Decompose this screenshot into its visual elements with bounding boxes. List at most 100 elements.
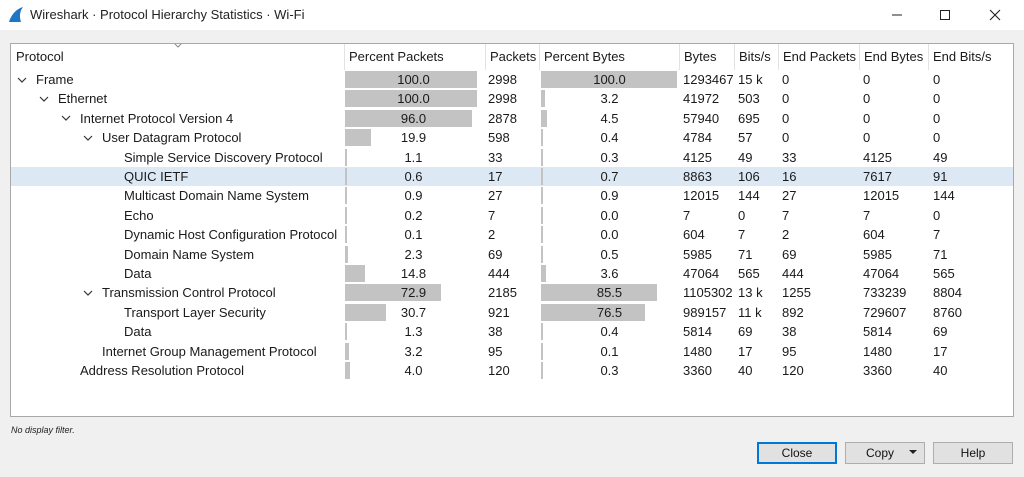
protocol-name: Internet Group Management Protocol — [102, 343, 317, 359]
packets-value: 17 — [488, 169, 503, 184]
table-row[interactable]: Data 1.3 38 0.4 5814 69 38 5814 69 — [11, 322, 1013, 341]
column-divider[interactable] — [539, 44, 540, 70]
end-bytes-value: 7 — [863, 207, 871, 223]
minimize-icon — [892, 14, 902, 16]
end-bytes-value: 12015 — [863, 188, 900, 204]
table-row[interactable]: User Datagram Protocol 19.9 598 0.4 4784 57 0 0… — [11, 128, 1013, 147]
protocol-name: QUIC IETF — [124, 169, 189, 184]
end-packets-value: 2 — [782, 227, 790, 243]
table-row[interactable]: Internet Group Management Protocol 3.2 95 0… — [11, 342, 1013, 361]
table-row[interactable]: Frame 100.0 2998 100.0 1293467 15 k 0 0 0 — [11, 70, 1013, 89]
bits-value: 69 — [738, 324, 753, 340]
column-divider[interactable] — [859, 44, 860, 70]
percent-packets-value: 100.0 — [397, 72, 430, 87]
copy-button[interactable]: Copy — [845, 442, 925, 464]
percent-packets-cell: 96.0 — [345, 109, 482, 127]
percent-packets-value: 96.0 — [400, 110, 427, 126]
end-bits-value: 91 — [933, 169, 948, 184]
table-row[interactable]: Ethernet 100.0 2998 3.2 41972 503 0 0 0 — [11, 89, 1013, 108]
protocol-name: Simple Service Discovery Protocol — [124, 149, 323, 165]
expand-toggle[interactable] — [81, 128, 95, 147]
end-packets-value: 892 — [782, 304, 804, 320]
percent-packets-cell: 0.1 — [345, 226, 482, 244]
column-header-packets[interactable]: Packets — [490, 49, 537, 64]
bits-value: 503 — [738, 91, 760, 107]
table-row[interactable]: Domain Name System 2.3 69 0.5 5985 71 69 5985 71 — [11, 245, 1013, 264]
table-row[interactable]: Transmission Control Protocol 72.9 2185 85.… — [11, 283, 1013, 302]
table-row[interactable]: Echo 0.2 7 0.0 7 0 7 7 0 — [11, 206, 1013, 225]
column-divider[interactable] — [485, 44, 486, 70]
percent-packets-value: 0.1 — [404, 227, 423, 243]
percent-packets-bar — [345, 323, 347, 341]
close-button-label: Close — [781, 446, 813, 460]
percent-bytes-bar — [541, 226, 543, 244]
column-header-bits[interactable]: Bits/s — [739, 49, 771, 64]
percent-packets-bar — [345, 129, 372, 147]
protocol-hierarchy-tree[interactable]: Protocol Percent Packets Packets Percent… — [10, 43, 1014, 417]
bytes-value: 5814 — [683, 324, 712, 340]
column-header-end-bytes[interactable]: End Bytes — [864, 49, 924, 64]
percent-packets-bar — [345, 206, 347, 224]
packets-value: 2185 — [488, 285, 517, 301]
column-header-bytes[interactable]: Bytes — [684, 49, 717, 64]
end-bits-value: 8804 — [933, 285, 962, 301]
table-row[interactable]: Address Resolution Protocol 4.0 120 0.3 3360… — [11, 361, 1013, 380]
column-header-protocol[interactable]: Protocol — [16, 49, 64, 64]
protocol-name: Address Resolution Protocol — [80, 363, 245, 378]
column-header-percent-packets[interactable]: Percent Packets — [349, 49, 444, 64]
protocol-name: Transport Layer Security — [124, 304, 266, 320]
percent-packets-bar — [345, 109, 472, 127]
protocol-name: User Datagram Protocol — [102, 130, 242, 146]
percent-packets-cell: 30.7 — [345, 303, 482, 321]
close-button[interactable]: Close — [757, 442, 837, 464]
end-packets-value: 444 — [782, 266, 804, 281]
column-divider[interactable] — [734, 44, 735, 70]
help-button[interactable]: Help — [933, 442, 1013, 464]
bits-value: 106 — [738, 169, 760, 184]
column-header-end-packets[interactable]: End Packets — [783, 49, 856, 64]
bits-value: 15 k — [738, 72, 763, 87]
table-row[interactable]: Dynamic Host Configuration Protocol 0.1 2 0… — [11, 225, 1013, 244]
table-row[interactable]: Internet Protocol Version 4 96.0 2878 4.5 57… — [11, 109, 1013, 128]
percent-packets-cell: 100.0 — [345, 90, 482, 108]
column-header-percent-bytes[interactable]: Percent Bytes — [544, 49, 625, 64]
close-window-button[interactable] — [972, 0, 1018, 30]
expand-toggle[interactable] — [59, 109, 73, 128]
percent-bytes-value: 3.6 — [600, 266, 619, 281]
end-bytes-value: 729607 — [863, 304, 907, 320]
close-icon — [989, 9, 1001, 21]
percent-packets-bar — [345, 187, 347, 205]
percent-packets-value: 19.9 — [400, 130, 427, 146]
end-bits-value: 17 — [933, 343, 948, 359]
packets-value: 2998 — [488, 72, 517, 87]
column-header-end-bits[interactable]: End Bits/s — [933, 49, 992, 64]
expand-toggle[interactable] — [81, 283, 95, 302]
column-divider[interactable] — [679, 44, 680, 70]
percent-packets-value: 4.0 — [404, 363, 423, 378]
table-row[interactable]: Transport Layer Security 30.7 921 76.5 98915… — [11, 303, 1013, 322]
minimize-button[interactable] — [874, 0, 920, 30]
column-divider[interactable] — [344, 44, 345, 70]
expand-toggle[interactable] — [15, 70, 29, 89]
column-divider[interactable] — [928, 44, 929, 70]
table-row[interactable]: Data 14.8 444 3.6 47064 565 444 47064 565 — [11, 264, 1013, 283]
percent-packets-value: 1.3 — [404, 324, 423, 340]
table-row[interactable]: QUIC IETF 0.6 17 0.7 8863 106 16 7617 91 — [11, 167, 1013, 187]
chevron-down-icon — [83, 135, 93, 141]
percent-packets-bar — [345, 342, 350, 360]
end-bits-value: 0 — [933, 72, 941, 87]
maximize-button[interactable] — [922, 0, 968, 30]
packets-value: 120 — [488, 363, 510, 378]
protocol-name: Dynamic Host Configuration Protocol — [124, 227, 338, 243]
percent-bytes-bar — [541, 362, 543, 379]
expand-toggle[interactable] — [37, 89, 51, 108]
chevron-down-icon — [174, 44, 182, 48]
table-row[interactable]: Simple Service Discovery Protocol 1.1 33 0.… — [11, 148, 1013, 167]
table-row[interactable]: Multicast Domain Name System 0.9 27 0.9 1201… — [11, 186, 1013, 205]
window-title: Wireshark · Protocol Hierarchy Statistic… — [30, 7, 305, 22]
column-divider[interactable] — [778, 44, 779, 70]
end-packets-value: 33 — [782, 149, 797, 165]
bytes-value: 4784 — [683, 130, 712, 146]
protocol-name: Multicast Domain Name System — [124, 188, 309, 204]
percent-bytes-cell: 0.3 — [541, 362, 678, 379]
